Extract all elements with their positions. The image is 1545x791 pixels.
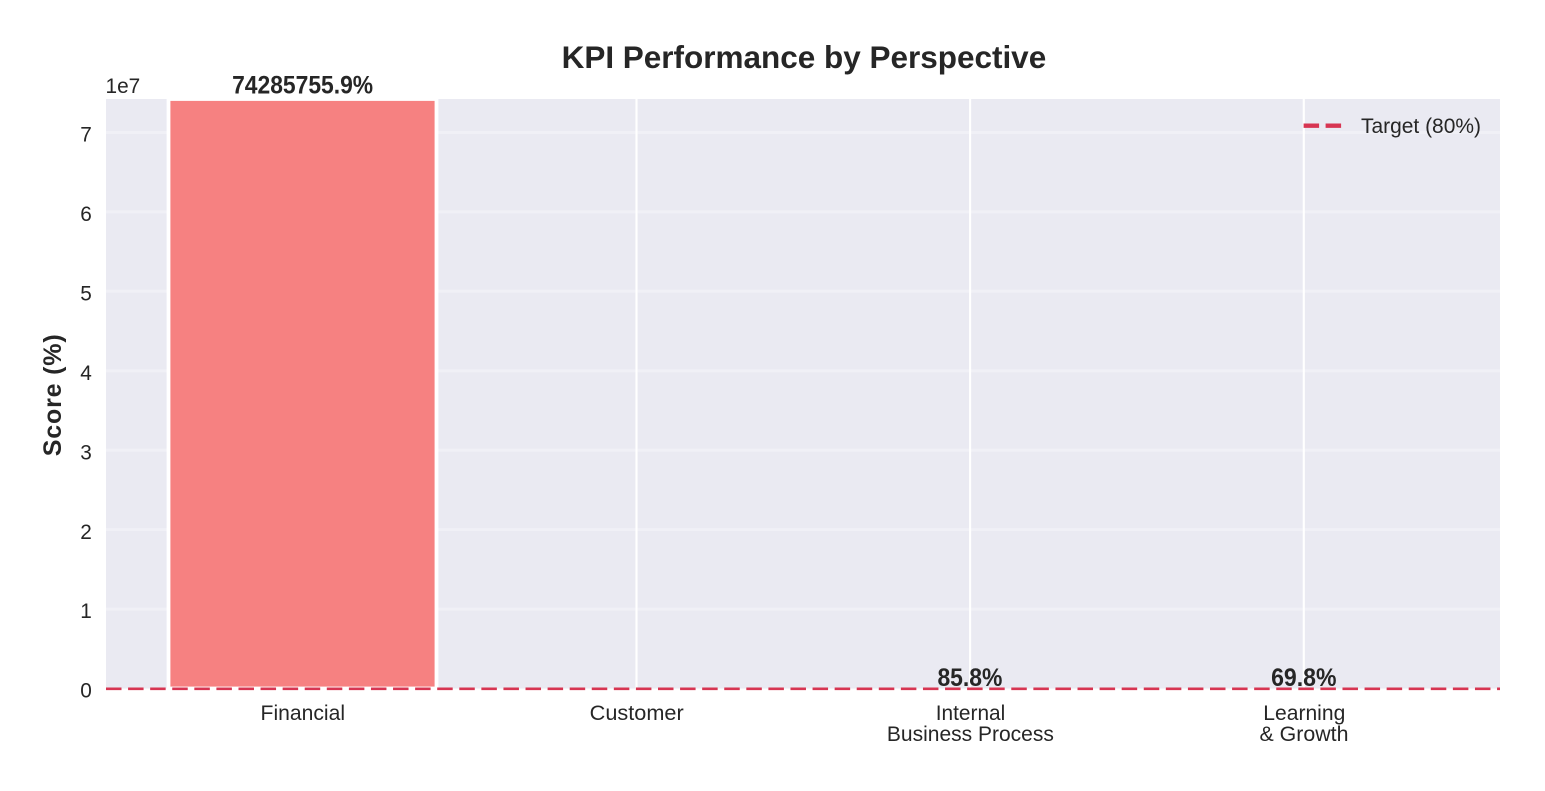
svg-text:85.8%: 85.8%: [937, 664, 1002, 692]
svg-text:Customer: Customer: [590, 702, 684, 725]
svg-text:1: 1: [80, 600, 92, 623]
svg-text:2: 2: [80, 521, 92, 544]
svg-text:3: 3: [80, 441, 92, 464]
svg-text:KPI Performance by Perspective: KPI Performance by Perspective: [562, 40, 1047, 75]
svg-text:Score (%): Score (%): [39, 334, 67, 456]
svg-text:1e7: 1e7: [106, 75, 141, 98]
svg-text:74285755.9%: 74285755.9%: [232, 72, 373, 100]
svg-text:6: 6: [80, 203, 92, 226]
svg-text:Financial: Financial: [261, 702, 346, 725]
svg-text:7: 7: [80, 124, 92, 147]
svg-text:0: 0: [80, 680, 92, 703]
svg-text:Target (80%): Target (80%): [1361, 115, 1481, 138]
svg-text:5: 5: [80, 283, 92, 306]
svg-text:Learning: Learning: [1263, 702, 1345, 725]
svg-text:4: 4: [80, 362, 92, 385]
svg-text:& Growth: & Growth: [1260, 723, 1349, 746]
svg-text:Business Process: Business Process: [887, 723, 1054, 746]
svg-text:Internal: Internal: [936, 702, 1006, 725]
svg-text:69.8%: 69.8%: [1271, 664, 1336, 692]
